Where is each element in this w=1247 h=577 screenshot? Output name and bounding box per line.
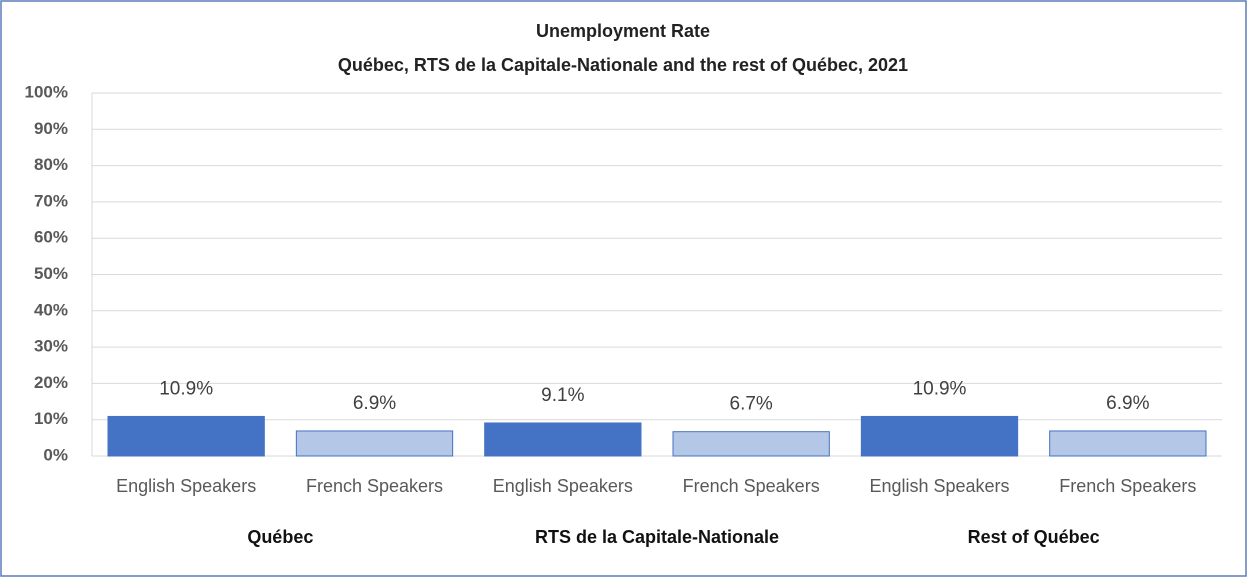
bar [107,415,265,457]
y-tick-label: 50% [34,264,68,283]
y-tick-label: 60% [34,228,68,247]
value-label: 6.9% [1106,393,1149,414]
x-tick-label: French Speakers [306,476,443,496]
x-tick-label: English Speakers [493,476,633,496]
y-tick-label: 30% [34,337,68,356]
x-tick-label: English Speakers [116,476,256,496]
bar [295,430,454,457]
y-tick-label: 100% [25,82,68,101]
bar [860,415,1019,457]
bar [1049,430,1207,457]
y-tick-label: 80% [34,155,68,174]
y-tick-label: 10% [34,409,68,428]
group-label: RTS de la Capitale-Nationale [535,527,779,547]
group-label: Rest of Québec [968,527,1100,547]
value-label: 10.9% [159,378,213,399]
chart-title: Unemployment Rate [536,21,710,41]
y-tick-label: 20% [34,373,68,392]
y-tick-label: 70% [34,191,68,210]
x-tick-label: French Speakers [1059,476,1196,496]
value-label: 6.9% [353,393,396,414]
y-tick-label: 40% [34,300,68,319]
value-label: 6.7% [730,394,773,415]
value-label: 9.1% [541,385,584,406]
x-tick-label: English Speakers [869,476,1009,496]
group-label: Québec [247,527,313,547]
y-tick-label: 90% [34,119,68,138]
chart-subtitle: Québec, RTS de la Capitale-Nationale and… [338,55,908,75]
bar [484,422,642,457]
y-tick-label: 0% [43,445,68,464]
value-label: 10.9% [913,378,967,399]
bar [672,431,830,457]
x-tick-label: French Speakers [683,476,820,496]
